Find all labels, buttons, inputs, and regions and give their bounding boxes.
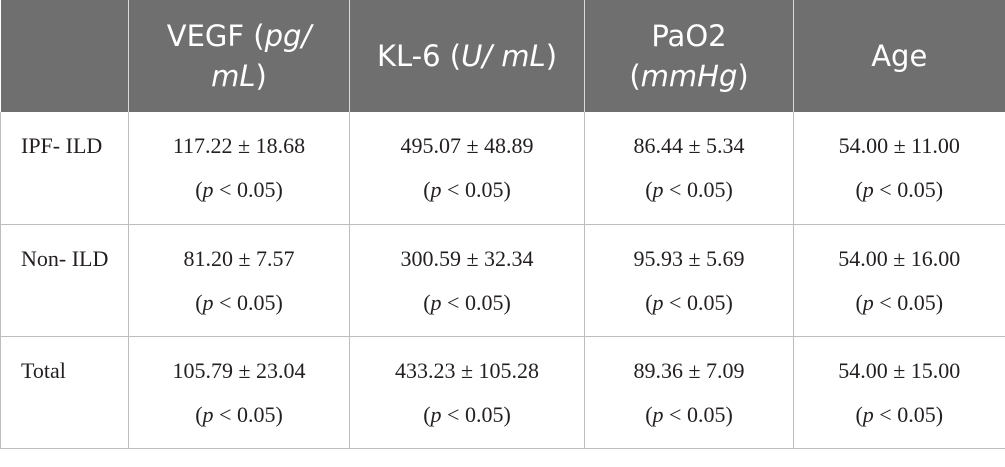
cell-pvalue: (p < 0.05)	[645, 177, 733, 202]
cell-pvalue: (p < 0.05)	[645, 401, 733, 427]
table-cell: 495.07 ± 48.89 (p < 0.05)	[349, 112, 585, 225]
table-cell: 86.44 ± 5.34 (p < 0.05)	[584, 112, 794, 225]
table-cell: 54.00 ± 15.00 (p < 0.05)	[793, 336, 1005, 449]
table-row: Non- ILD 81.20 ± 7.57 (p < 0.05) 300.59 …	[0, 224, 1005, 337]
cell-value: 433.23 ± 105.28	[394, 357, 540, 383]
cell-value: 117.22 ± 18.68	[172, 133, 306, 158]
header-vegf: VEGF (pg/ mL)	[128, 0, 350, 112]
table-cell: 117.22 ± 18.68 (p < 0.05)	[128, 112, 350, 225]
cell-value: 495.07 ± 48.89	[400, 133, 534, 158]
cell-pvalue: (p < 0.05)	[195, 177, 283, 202]
header-kl6: KL-6 (U/ mL)	[349, 0, 585, 112]
cell-pvalue: (p < 0.05)	[195, 401, 283, 427]
table-cell: 89.36 ± 7.09 (p < 0.05)	[584, 336, 794, 449]
table-cell: 54.00 ± 16.00 (p < 0.05)	[793, 224, 1005, 337]
cell-value: 86.44 ± 5.34	[633, 133, 745, 158]
cell-pvalue: (p < 0.05)	[855, 401, 944, 427]
cell-pvalue: (p < 0.05)	[855, 289, 944, 315]
header-pao2: PaO2 (mmHg)	[584, 0, 794, 112]
table-cell: 433.23 ± 105.28 (p < 0.05)	[349, 336, 585, 449]
row-label: IPF- ILD	[0, 112, 129, 225]
cell-pvalue: (p < 0.05)	[423, 177, 511, 202]
cell-pvalue: (p < 0.05)	[855, 177, 944, 202]
cell-pvalue: (p < 0.05)	[645, 289, 733, 315]
cell-pvalue: (p < 0.05)	[195, 289, 283, 315]
header-row: VEGF (pg/ mL) KL-6 (U/ mL) PaO2 (mmHg) A…	[0, 0, 1005, 112]
cell-value: 54.00 ± 16.00	[838, 245, 961, 271]
cell-pvalue: (p < 0.05)	[423, 289, 511, 315]
cell-pvalue: (p < 0.05)	[423, 401, 511, 427]
row-label: Total	[0, 336, 129, 449]
header-corner-cell	[0, 0, 129, 112]
table-row: IPF- ILD 117.22 ± 18.68 (p < 0.05) 495.0…	[0, 112, 1005, 225]
data-table: VEGF (pg/ mL) KL-6 (U/ mL) PaO2 (mmHg) A…	[0, 0, 1005, 449]
table-cell: 105.79 ± 23.04 (p < 0.05)	[128, 336, 350, 449]
header-age: Age	[793, 0, 1005, 112]
cell-value: 300.59 ± 32.34	[400, 245, 534, 271]
cell-value: 105.79 ± 23.04	[172, 357, 306, 383]
row-label: Non- ILD	[0, 224, 129, 337]
cell-value: 54.00 ± 15.00	[838, 357, 961, 383]
cell-value: 54.00 ± 11.00	[838, 133, 960, 158]
table-cell: 81.20 ± 7.57 (p < 0.05)	[128, 224, 350, 337]
table-cell: 300.59 ± 32.34 (p < 0.05)	[349, 224, 585, 337]
table-cell: 95.93 ± 5.69 (p < 0.05)	[584, 224, 794, 337]
cell-value: 95.93 ± 5.69	[633, 245, 745, 271]
cell-value: 81.20 ± 7.57	[183, 245, 295, 271]
cell-value: 89.36 ± 7.09	[633, 357, 745, 383]
table-cell: 54.00 ± 11.00 (p < 0.05)	[793, 112, 1005, 225]
table-row: Total 105.79 ± 23.04 (p < 0.05) 433.23 ±…	[0, 336, 1005, 449]
